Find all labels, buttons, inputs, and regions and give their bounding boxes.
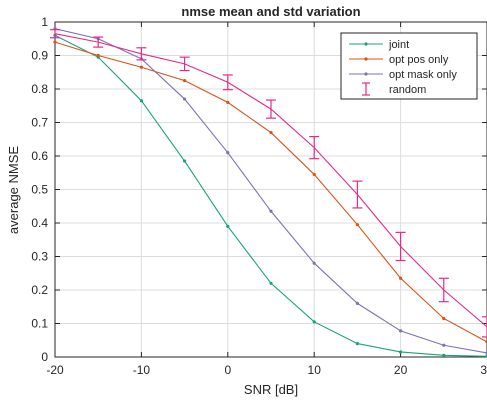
data-point bbox=[183, 79, 187, 83]
data-point bbox=[399, 276, 403, 280]
x-tick-label: -20 bbox=[46, 363, 64, 377]
data-point bbox=[442, 343, 446, 347]
data-point bbox=[96, 53, 100, 58]
x-tick-label: -10 bbox=[133, 363, 151, 377]
data-point bbox=[312, 172, 316, 177]
data-point bbox=[442, 353, 446, 357]
legend-item: opt pos only bbox=[349, 54, 449, 66]
legend: joint opt pos only opt mask only random bbox=[340, 32, 478, 100]
x-tick-label: 10 bbox=[308, 363, 322, 377]
series-opt-pos-only bbox=[53, 40, 487, 344]
legend-swatch-marker bbox=[364, 57, 368, 61]
legend-label: random bbox=[389, 84, 426, 96]
y-tick-label: 0.9 bbox=[31, 49, 48, 63]
legend-label: opt pos only bbox=[389, 54, 449, 66]
data-point bbox=[269, 130, 273, 135]
data-point bbox=[139, 99, 143, 103]
y-tick-label: 0.6 bbox=[31, 149, 48, 163]
data-point bbox=[355, 301, 359, 305]
data-point bbox=[269, 209, 273, 213]
data-point bbox=[226, 100, 230, 104]
y-tick-label: 0.5 bbox=[31, 183, 48, 197]
legend-item: random bbox=[362, 82, 426, 96]
series-random bbox=[50, 29, 487, 338]
legend-label: joint bbox=[388, 39, 409, 51]
data-point bbox=[312, 261, 316, 265]
y-axis-label: average NMSE bbox=[6, 146, 21, 234]
y-tick-label: 0.3 bbox=[31, 250, 48, 264]
legend-item: opt mask only bbox=[349, 69, 457, 81]
data-point bbox=[399, 350, 403, 354]
x-tick-label: 30 bbox=[480, 363, 487, 377]
chart-title: nmse mean and std variation bbox=[181, 4, 360, 19]
y-tick-label: 0.7 bbox=[31, 116, 48, 130]
data-point bbox=[355, 342, 359, 346]
data-point bbox=[226, 151, 230, 155]
x-tick-label: 0 bbox=[224, 363, 231, 377]
y-tick-label: 0 bbox=[41, 350, 48, 364]
data-point bbox=[139, 65, 143, 69]
legend-swatch-marker bbox=[364, 72, 368, 76]
y-tick-label: 0.4 bbox=[31, 216, 48, 230]
data-point bbox=[355, 223, 359, 227]
data-point bbox=[399, 329, 403, 333]
x-axis-label: SNR [dB] bbox=[244, 382, 298, 397]
data-point bbox=[312, 320, 316, 324]
legend-label: opt mask only bbox=[389, 69, 457, 81]
y-tick-label: 0.8 bbox=[31, 82, 48, 96]
y-tick-label: 0.1 bbox=[31, 317, 48, 331]
y-tick-label: 1 bbox=[41, 15, 48, 29]
legend-swatch-marker bbox=[364, 42, 368, 46]
x-tick-label: 20 bbox=[394, 363, 408, 377]
data-point bbox=[183, 159, 187, 163]
data-point bbox=[269, 281, 273, 285]
legend-item: joint bbox=[349, 39, 409, 51]
data-point bbox=[442, 316, 446, 321]
y-tick-label: 0.2 bbox=[31, 283, 48, 297]
series-joint bbox=[53, 33, 487, 358]
data-point bbox=[183, 97, 187, 101]
data-point bbox=[53, 40, 57, 44]
data-point bbox=[226, 224, 230, 228]
